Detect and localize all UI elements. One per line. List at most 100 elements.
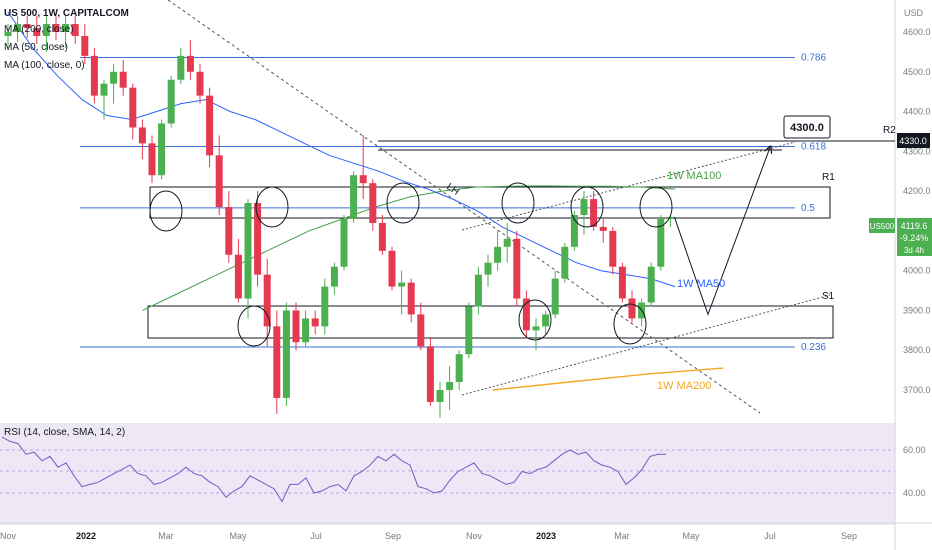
candle-body[interactable] [311,318,319,327]
ma100-label: 1W MA100 [667,170,721,182]
price-tick-label: 4200.0 [903,186,931,196]
ma100-line[interactable] [142,185,676,311]
price-tick-label: 4300.0 [903,146,931,156]
candle-body[interactable] [23,24,31,29]
candle-body[interactable] [52,24,60,32]
candle-body[interactable] [455,354,463,383]
candle-body[interactable] [100,83,108,96]
candle-body[interactable] [494,246,502,263]
candle-body[interactable] [254,203,262,275]
candle-body[interactable] [14,24,22,32]
candle-body[interactable] [561,246,569,279]
candle-body[interactable] [522,298,530,331]
price-tick-label: 3800.0 [903,345,931,355]
rsi-legend[interactable]: RSI (14, close, SMA, 14, 2) [4,427,126,438]
rsi-band [0,425,895,525]
candle-body[interactable] [196,71,204,96]
candle-body[interactable] [62,24,70,32]
lower-high-trendline[interactable] [167,0,761,414]
test-circle [518,299,552,341]
current-change-text: -9.24% [900,233,929,243]
candle-body[interactable] [590,199,598,227]
candle-body[interactable] [580,199,588,215]
candle-body[interactable] [225,207,233,255]
candle-body[interactable] [282,310,290,398]
candle-body[interactable] [388,250,396,287]
candle-body[interactable] [484,262,492,275]
rsi-line[interactable] [1,436,666,503]
candle-body[interactable] [321,286,329,327]
candle-body[interactable] [647,266,655,303]
candle-body[interactable] [503,238,511,247]
forecast-path[interactable] [673,147,770,316]
candle-body[interactable] [330,266,338,287]
candle-body[interactable] [542,314,550,327]
candle-body[interactable] [206,95,214,156]
candle-body[interactable] [186,55,194,72]
candle-body[interactable] [273,326,281,398]
time-tick-label: Mar [158,531,174,541]
candle-body[interactable] [167,79,175,124]
target-box[interactable] [783,115,831,139]
candle-body[interactable] [474,274,482,307]
time-axis[interactable]: Nov 2022 Mar May Jul Sep Nov 2023 Mar May Jul Sep [0,531,857,541]
candle-body[interactable] [398,282,406,287]
candle-body[interactable] [446,382,454,390]
candle-body[interactable] [81,35,89,56]
candle-body[interactable] [292,310,300,343]
candle-body[interactable] [302,318,310,343]
ma50-legend[interactable]: MA (50, close) [4,42,68,53]
candle-body[interactable] [350,175,358,219]
ma200-legend[interactable]: MA (200, close) [4,24,74,35]
candle-body[interactable] [609,230,617,267]
candle-body[interactable] [359,175,367,184]
candle-body[interactable] [618,266,626,299]
candle-body[interactable] [426,346,434,402]
candle-body[interactable] [436,390,444,402]
candle-body[interactable] [657,218,665,267]
price-axis[interactable]: 4600.04500.04400.04300.04200.04100.04000… [903,27,931,395]
candle-body[interactable] [570,214,578,247]
candle-body[interactable] [666,216,674,219]
candle-body[interactable] [465,306,473,355]
rsi-tick: 60.00 [903,445,926,455]
candle-body[interactable] [340,218,348,267]
candle-body[interactable] [90,55,98,96]
channel-lower-trendline[interactable] [461,294,831,396]
current-countdown-text: 3d 4h [904,246,924,255]
resistance-zone-box[interactable] [149,186,831,219]
test-circle [570,186,604,228]
candle-body[interactable] [42,24,50,36]
target-price-badge [897,133,930,148]
candle-body[interactable] [129,87,137,128]
candle-body[interactable] [417,314,425,347]
candle-body[interactable] [513,238,521,299]
candle-body[interactable] [71,24,79,36]
candle-body[interactable] [263,274,271,327]
candle-body[interactable] [138,127,146,144]
candle-body[interactable] [215,155,223,208]
channel-upper-trendline[interactable] [461,141,796,231]
ma100-legend[interactable]: MA (100, close, 0) [4,60,85,71]
candle-body[interactable] [148,143,156,176]
candle-body[interactable] [407,282,415,315]
support-zone-box[interactable] [147,305,834,339]
candle-body[interactable] [369,183,377,223]
time-tick-label: Jul [764,531,776,541]
candle-body[interactable] [234,254,242,299]
candle-body[interactable] [158,123,166,176]
candle-body[interactable] [532,326,540,331]
candle-body[interactable] [551,278,559,315]
candle-body[interactable] [119,71,127,88]
symbol-title[interactable]: US 500, 1W, CAPITALCOM [4,8,129,19]
candle-body[interactable] [33,28,41,36]
ma200-line[interactable] [492,367,724,391]
candle-body[interactable] [628,298,636,319]
candle-body[interactable] [4,32,12,36]
candle-body[interactable] [177,55,185,80]
candle-body[interactable] [110,71,118,84]
candle-body[interactable] [378,222,386,251]
candle-body[interactable] [599,226,607,231]
candle-body[interactable] [244,203,252,299]
